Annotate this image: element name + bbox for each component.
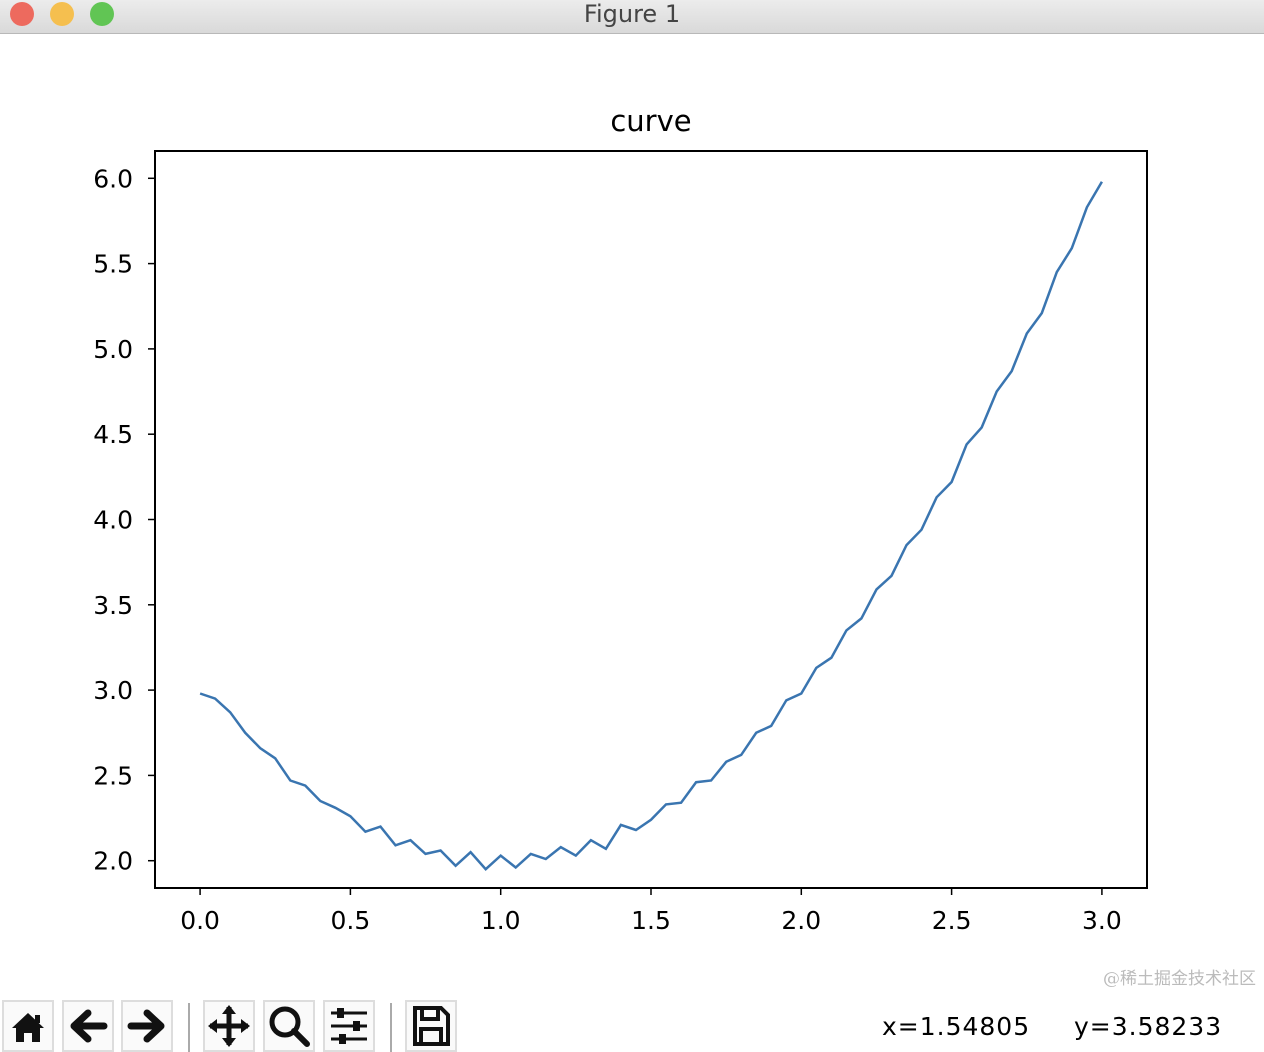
zoom-window-button[interactable] — [90, 2, 114, 26]
x-tick-label: 0.0 — [180, 906, 220, 935]
forward-button[interactable] — [121, 1000, 173, 1052]
arrow-right-icon — [127, 1009, 165, 1043]
y-tick-label: 5.0 — [93, 335, 133, 364]
x-tick-label: 2.5 — [932, 906, 972, 935]
plot-frame — [154, 150, 1148, 889]
x-tick-label: 1.5 — [631, 906, 671, 935]
sliders-icon — [331, 1008, 367, 1044]
y-coordinate-readout: y=3.58233 — [1074, 1012, 1223, 1041]
x-tick-label: 2.0 — [781, 906, 821, 935]
data-line — [199, 181, 1103, 871]
minimize-window-button[interactable] — [50, 2, 74, 26]
y-tick-label: 6.0 — [93, 164, 133, 193]
chart-title: curve — [610, 104, 691, 138]
floppy-disk-icon — [413, 1006, 450, 1046]
x-tick-label: 1.0 — [481, 906, 521, 935]
close-window-button[interactable] — [10, 2, 34, 26]
back-button[interactable] — [62, 1000, 114, 1052]
magnifier-icon — [269, 1006, 310, 1047]
home-icon — [12, 1013, 44, 1042]
y-tick-label: 4.0 — [93, 506, 133, 535]
y-tick-label: 3.0 — [93, 676, 133, 705]
save-button[interactable] — [405, 1000, 457, 1052]
toolbar-separator — [390, 1003, 392, 1052]
watermark: @稀土掘金技术社区 — [1103, 969, 1256, 989]
arrow-left-icon — [70, 1009, 108, 1043]
y-tick-label: 2.0 — [93, 847, 133, 876]
configure-subplots-button[interactable] — [323, 1000, 375, 1052]
x-tick-label: 3.0 — [1082, 906, 1122, 935]
x-coordinate-readout: x=1.54805 — [882, 1012, 1031, 1041]
y-tick-label: 5.5 — [93, 250, 133, 279]
chart[interactable]: curve 0.0 0.5 1.0 1.5 2.0 2.5 3.0 2.0 2.5 3.0 3.5 4… — [0, 34, 1264, 964]
y-tick-label: 2.5 — [93, 761, 133, 790]
toolbar-separator — [188, 1003, 190, 1052]
move-icon — [208, 1005, 250, 1047]
x-tick-label: 0.5 — [331, 906, 371, 935]
home-button[interactable] — [2, 1000, 54, 1052]
y-tick-label: 4.5 — [93, 420, 133, 449]
zoom-button[interactable] — [263, 1000, 315, 1052]
y-tick-label: 3.5 — [93, 591, 133, 620]
window-titlebar: Figure 1 — [0, 0, 1264, 34]
pan-button[interactable] — [203, 1000, 255, 1052]
window-title: Figure 1 — [583, 0, 681, 28]
